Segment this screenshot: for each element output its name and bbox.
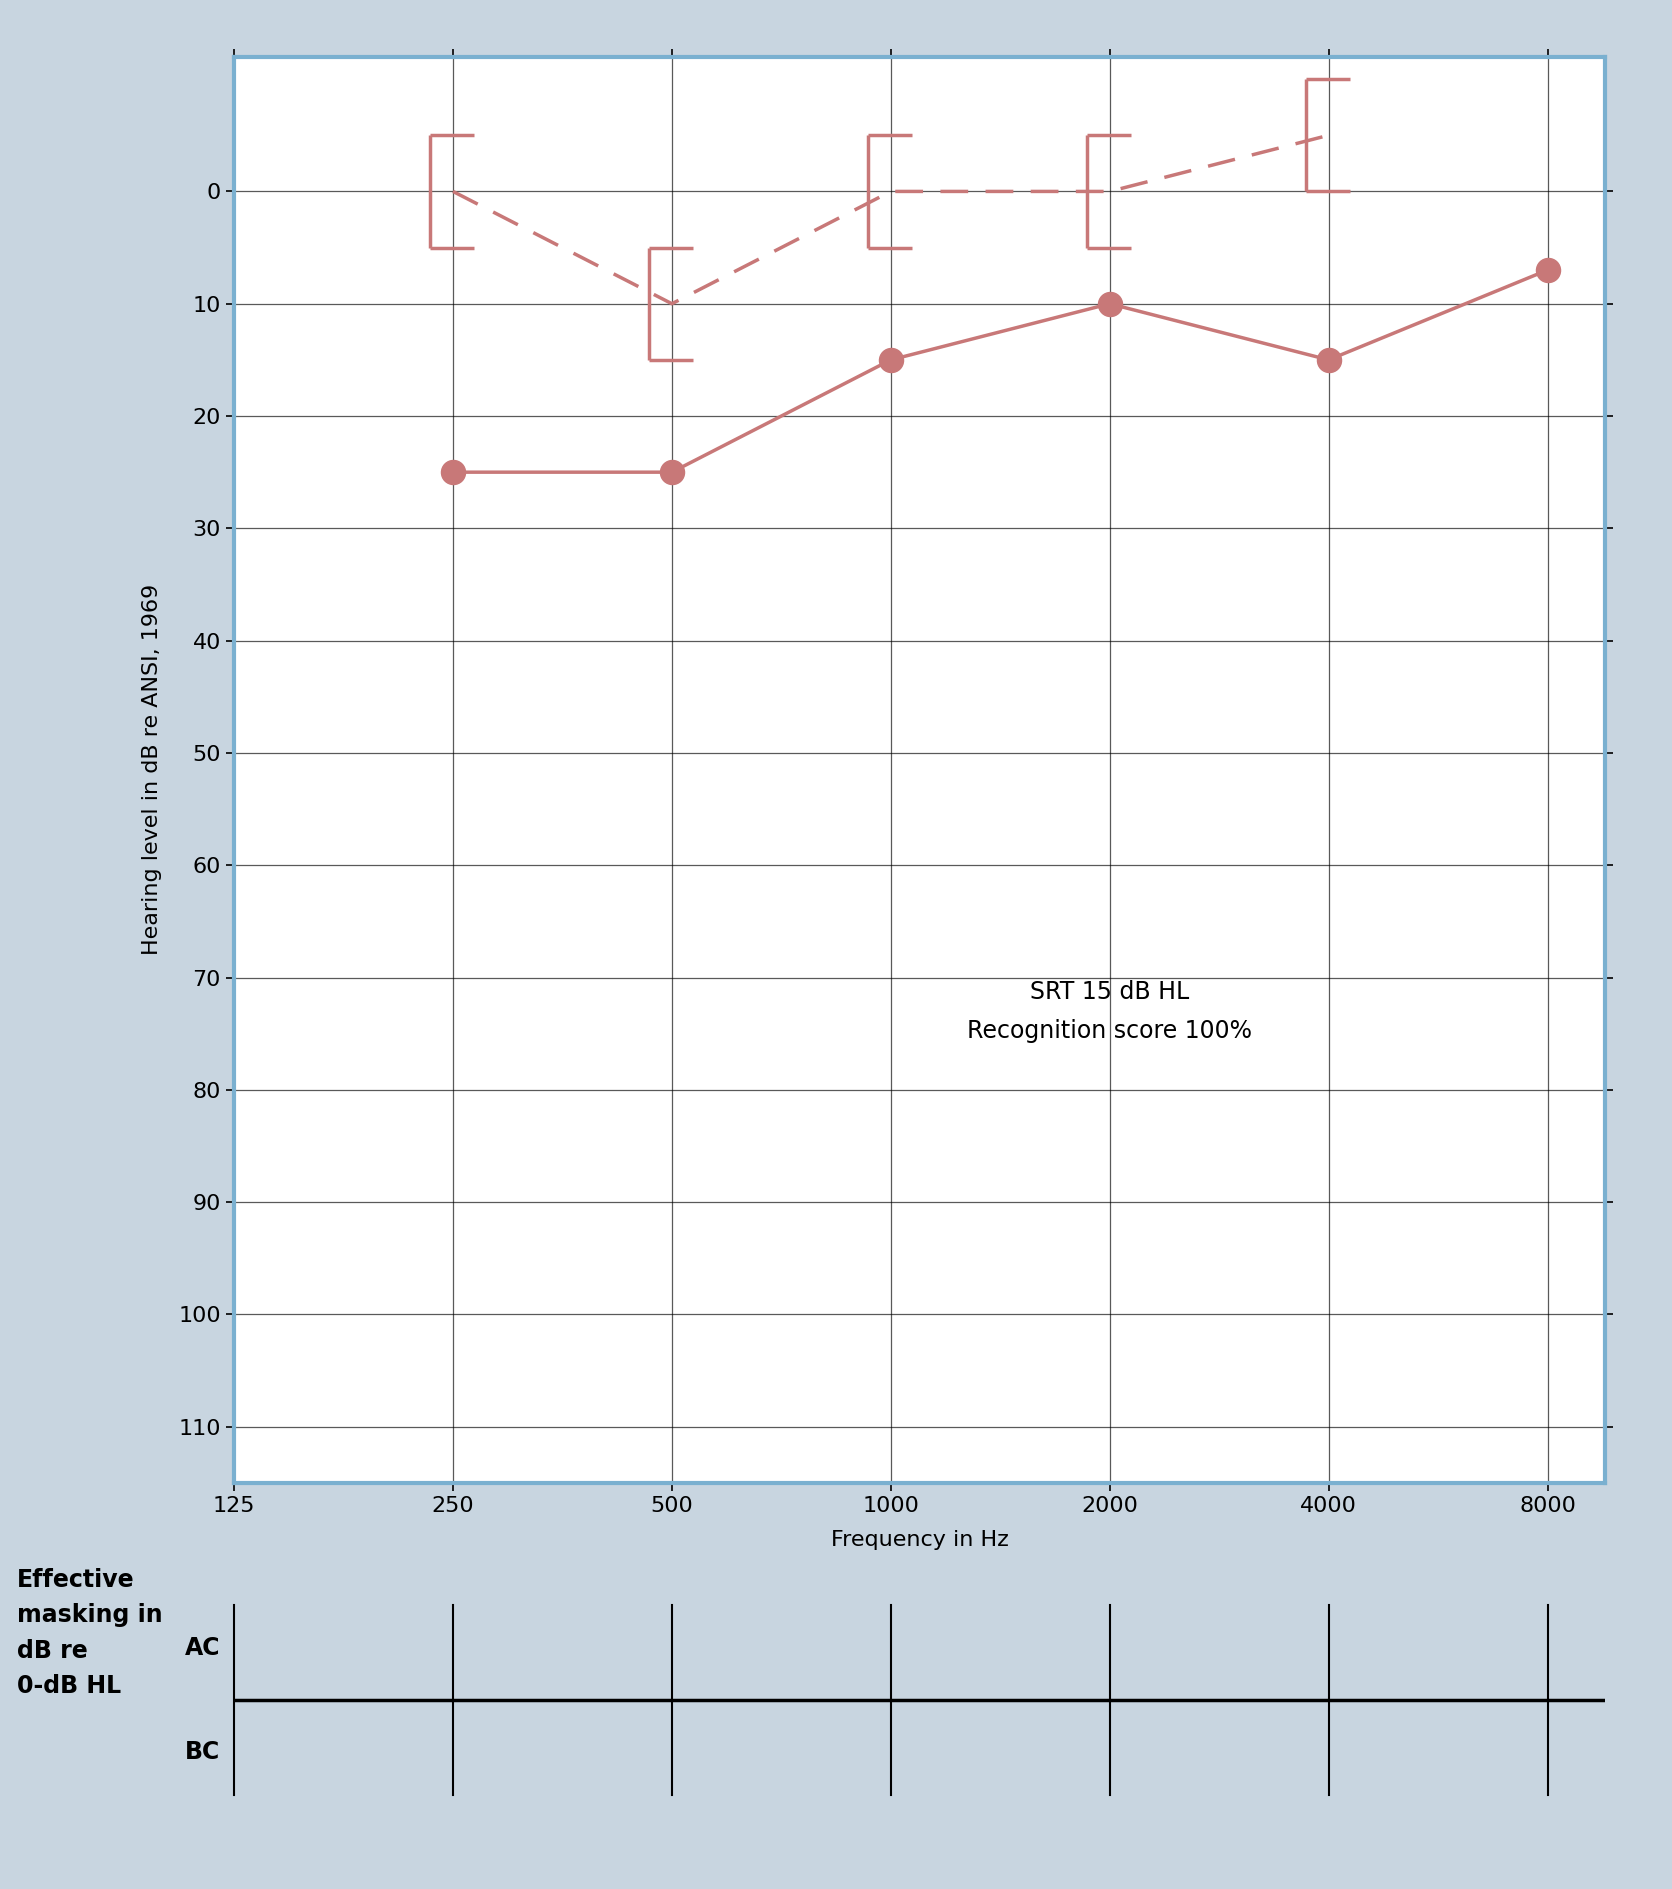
Text: SRT 15 dB HL
Recognition score 100%: SRT 15 dB HL Recognition score 100% bbox=[966, 980, 1252, 1043]
Text: Effective
masking in
dB re
0-dB HL: Effective masking in dB re 0-dB HL bbox=[17, 1568, 162, 1698]
Point bbox=[1097, 289, 1124, 319]
Text: BC: BC bbox=[186, 1740, 221, 1764]
Point bbox=[659, 457, 686, 487]
Point bbox=[1316, 346, 1343, 376]
Point bbox=[1535, 255, 1562, 285]
Point bbox=[440, 457, 466, 487]
Point bbox=[878, 346, 905, 376]
X-axis label: Frequency in Hz: Frequency in Hz bbox=[831, 1530, 1008, 1551]
Y-axis label: Hearing level in dB re ANSI, 1969: Hearing level in dB re ANSI, 1969 bbox=[142, 584, 162, 956]
Text: AC: AC bbox=[186, 1636, 221, 1660]
